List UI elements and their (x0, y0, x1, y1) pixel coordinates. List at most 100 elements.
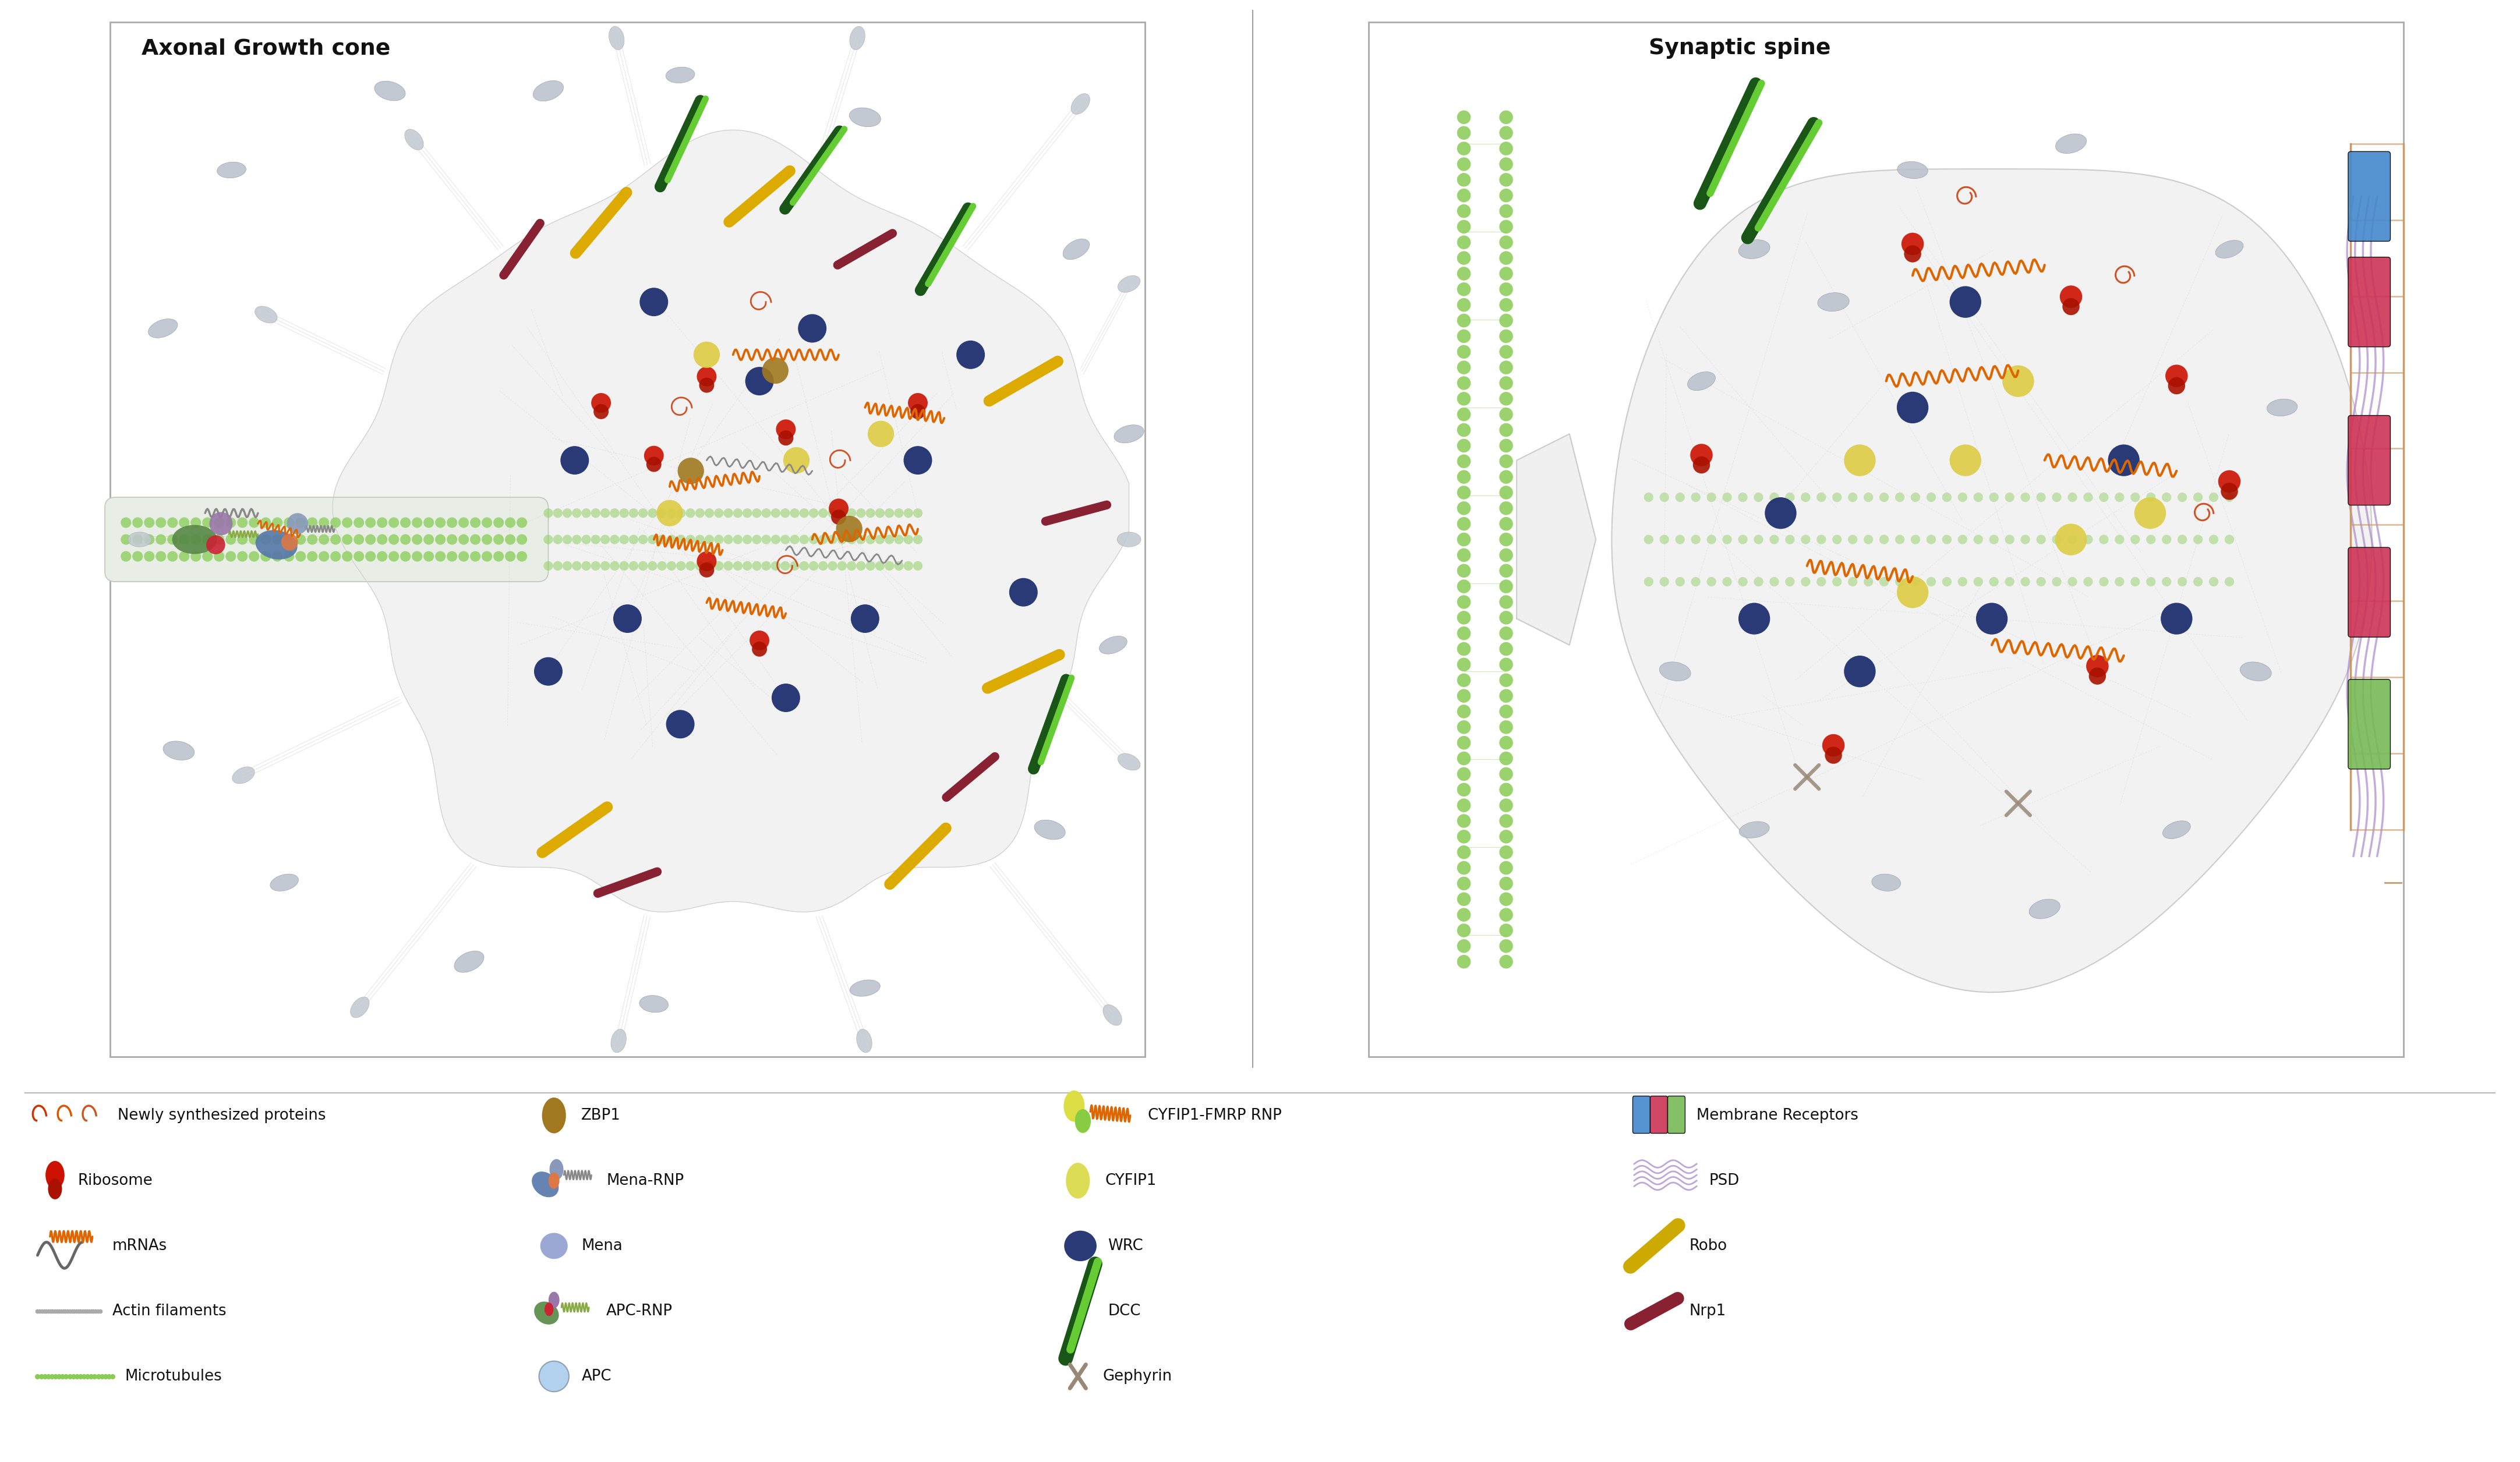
Circle shape (1457, 642, 1472, 656)
Circle shape (134, 534, 144, 545)
Text: CYFIP1-FMRP RNP: CYFIP1-FMRP RNP (1147, 1108, 1283, 1123)
Circle shape (2225, 493, 2235, 501)
Circle shape (1499, 908, 1512, 921)
Circle shape (771, 684, 801, 712)
Circle shape (1457, 924, 1472, 937)
Circle shape (224, 551, 237, 561)
Circle shape (1865, 577, 1872, 586)
Circle shape (378, 534, 388, 545)
Circle shape (45, 1161, 66, 1189)
Circle shape (776, 420, 796, 439)
Circle shape (1976, 602, 2008, 635)
Circle shape (1499, 768, 1512, 781)
Circle shape (827, 535, 837, 544)
Circle shape (2089, 668, 2107, 684)
Circle shape (1457, 251, 1472, 265)
Circle shape (1880, 535, 1890, 544)
Circle shape (1676, 535, 1686, 544)
Circle shape (668, 509, 675, 518)
Circle shape (1925, 577, 1935, 586)
Circle shape (214, 518, 224, 528)
Circle shape (1754, 535, 1764, 544)
Circle shape (685, 535, 696, 544)
Circle shape (2087, 655, 2109, 677)
Circle shape (2006, 577, 2013, 586)
Circle shape (1895, 535, 1905, 544)
Circle shape (658, 509, 668, 518)
Circle shape (1457, 721, 1472, 734)
FancyBboxPatch shape (111, 22, 1144, 1057)
Circle shape (1457, 501, 1472, 515)
Circle shape (668, 561, 675, 570)
FancyBboxPatch shape (2349, 680, 2391, 769)
Circle shape (751, 509, 761, 518)
Circle shape (1457, 845, 1472, 860)
Circle shape (207, 535, 224, 554)
Circle shape (1499, 877, 1512, 890)
Circle shape (658, 500, 683, 526)
Circle shape (645, 456, 660, 472)
Circle shape (693, 342, 721, 368)
Circle shape (1499, 173, 1512, 187)
Circle shape (1973, 577, 1983, 586)
Circle shape (799, 535, 809, 544)
Circle shape (1925, 493, 1935, 501)
Circle shape (1457, 376, 1472, 390)
Circle shape (600, 535, 610, 544)
Circle shape (1499, 782, 1512, 797)
Circle shape (1988, 535, 1998, 544)
Circle shape (121, 534, 131, 545)
Ellipse shape (534, 80, 564, 101)
Circle shape (590, 509, 600, 518)
Circle shape (2192, 535, 2202, 544)
Circle shape (572, 561, 582, 570)
Circle shape (1784, 577, 1794, 586)
Circle shape (1764, 497, 1797, 529)
Text: Axonal Growth cone: Axonal Growth cone (141, 38, 391, 58)
Circle shape (1721, 577, 1731, 586)
Circle shape (353, 518, 365, 528)
Circle shape (1457, 205, 1472, 218)
Circle shape (1499, 219, 1512, 234)
Circle shape (751, 561, 761, 570)
Circle shape (1905, 246, 1920, 262)
Circle shape (1457, 595, 1472, 608)
Circle shape (1499, 751, 1512, 765)
Circle shape (638, 561, 648, 570)
Circle shape (874, 535, 885, 544)
Ellipse shape (1739, 240, 1769, 259)
Circle shape (179, 534, 189, 545)
Circle shape (1499, 611, 1512, 624)
Circle shape (2147, 577, 2155, 586)
Circle shape (1499, 485, 1512, 500)
Circle shape (789, 509, 799, 518)
Circle shape (192, 551, 202, 561)
Circle shape (318, 534, 330, 545)
Circle shape (2059, 285, 2082, 308)
Ellipse shape (270, 874, 297, 890)
Circle shape (494, 518, 504, 528)
Ellipse shape (171, 525, 217, 554)
Circle shape (2192, 493, 2202, 501)
Circle shape (743, 535, 751, 544)
Circle shape (1499, 674, 1512, 687)
Circle shape (307, 518, 318, 528)
Circle shape (2051, 493, 2061, 501)
Circle shape (1008, 577, 1038, 607)
Ellipse shape (1898, 161, 1928, 178)
Circle shape (517, 518, 527, 528)
Circle shape (559, 446, 590, 475)
Circle shape (202, 518, 212, 528)
Circle shape (874, 561, 885, 570)
Circle shape (1499, 455, 1512, 468)
Circle shape (214, 534, 224, 545)
Circle shape (685, 509, 696, 518)
Ellipse shape (1104, 1004, 1121, 1025)
Circle shape (1817, 535, 1827, 544)
Circle shape (423, 518, 433, 528)
Text: Actin filaments: Actin filaments (113, 1304, 227, 1319)
FancyBboxPatch shape (106, 497, 549, 582)
Circle shape (847, 509, 857, 518)
Circle shape (1457, 877, 1472, 890)
Circle shape (1898, 392, 1928, 424)
